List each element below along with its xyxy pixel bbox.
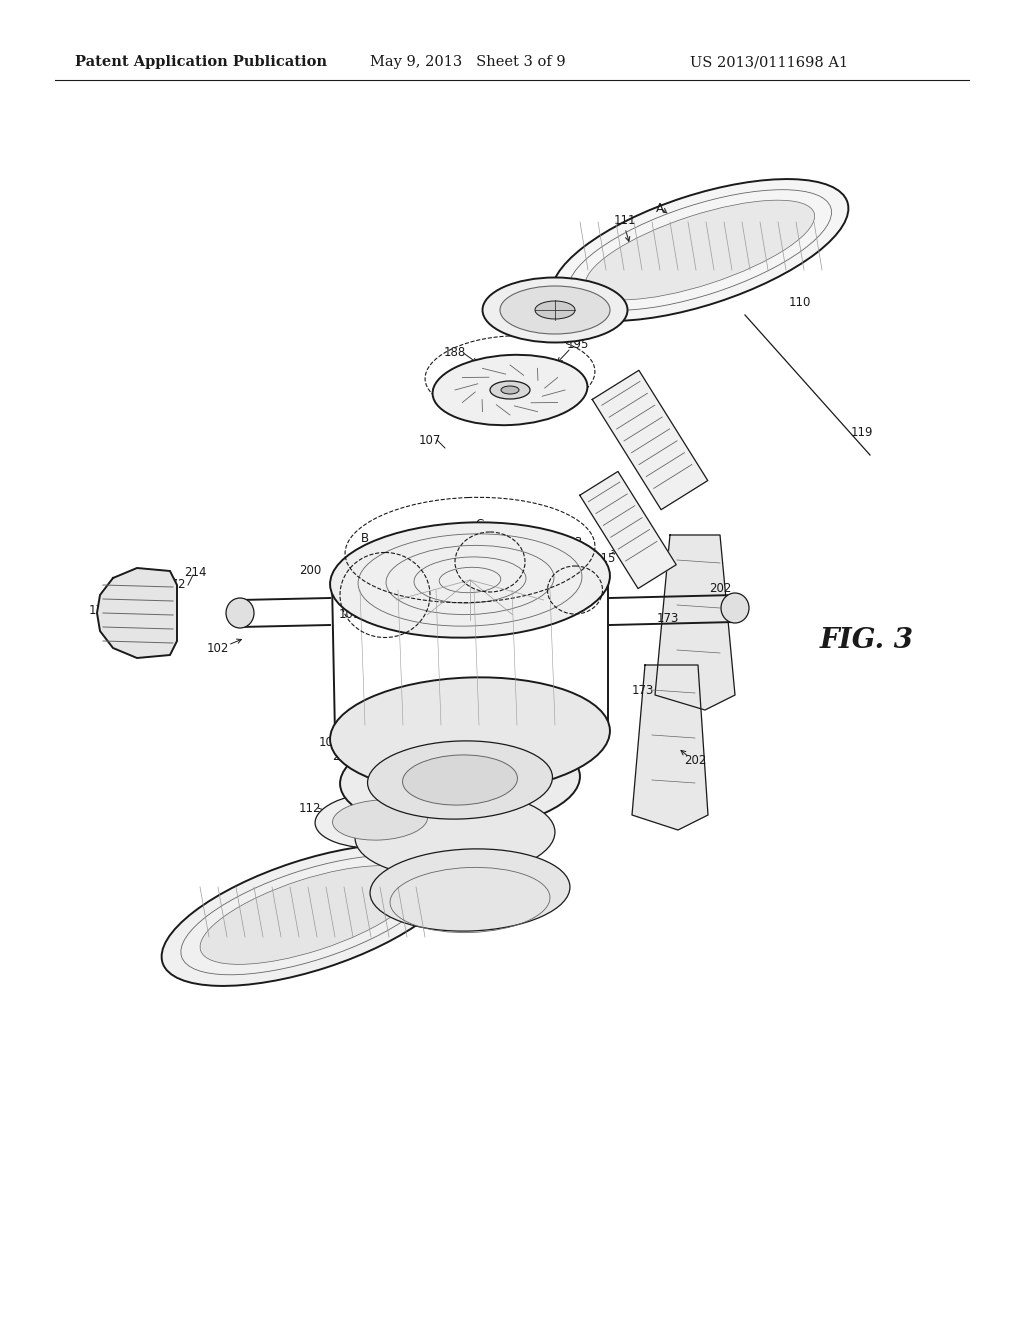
Ellipse shape [330, 677, 610, 793]
Text: 170: 170 [409, 553, 431, 566]
Ellipse shape [330, 523, 610, 638]
Ellipse shape [535, 301, 575, 319]
Text: 117: 117 [557, 541, 580, 554]
Text: 116: 116 [358, 813, 381, 826]
Text: 112: 112 [512, 289, 535, 302]
Ellipse shape [162, 843, 459, 986]
Text: 187: 187 [377, 539, 399, 552]
Text: US 2013/0111698 A1: US 2013/0111698 A1 [690, 55, 848, 69]
Text: 193: 193 [451, 558, 473, 572]
Ellipse shape [490, 381, 530, 399]
Text: 108: 108 [365, 552, 387, 565]
Text: 214: 214 [183, 565, 206, 578]
Ellipse shape [501, 385, 519, 393]
Text: 191: 191 [479, 549, 502, 562]
Ellipse shape [370, 849, 570, 931]
Text: 192: 192 [471, 862, 494, 874]
Text: 194: 194 [403, 805, 426, 818]
Text: 212: 212 [332, 751, 354, 763]
Text: May 9, 2013   Sheet 3 of 9: May 9, 2013 Sheet 3 of 9 [370, 55, 565, 69]
Text: 190: 190 [534, 552, 556, 565]
Text: 173: 173 [632, 684, 654, 697]
Ellipse shape [552, 180, 849, 321]
Text: 173: 173 [656, 611, 679, 624]
Text: 172: 172 [164, 578, 186, 591]
Text: 208: 208 [579, 583, 601, 597]
Text: 109: 109 [339, 609, 361, 622]
Text: 197: 197 [452, 379, 474, 392]
Ellipse shape [482, 277, 628, 342]
Text: 107: 107 [419, 433, 441, 446]
Text: 175: 175 [398, 793, 421, 807]
Text: C: C [476, 519, 484, 532]
Text: 115: 115 [594, 552, 616, 565]
Text: 198: 198 [422, 888, 444, 902]
Text: A: A [656, 202, 664, 214]
Text: 174: 174 [89, 603, 112, 616]
Text: 119: 119 [851, 425, 873, 438]
Text: 188: 188 [443, 346, 466, 359]
Ellipse shape [355, 792, 555, 878]
Text: 206: 206 [437, 871, 459, 884]
Text: FIG. 3: FIG. 3 [820, 627, 914, 653]
Ellipse shape [315, 792, 444, 849]
Ellipse shape [333, 800, 427, 840]
Ellipse shape [402, 755, 517, 805]
Text: 200: 200 [387, 565, 410, 578]
Polygon shape [632, 665, 708, 830]
Ellipse shape [721, 593, 749, 623]
Polygon shape [592, 371, 708, 510]
Text: 195: 195 [567, 338, 589, 351]
Text: 196: 196 [503, 838, 525, 851]
Text: 110: 110 [224, 928, 246, 941]
Ellipse shape [586, 201, 815, 300]
Text: 112: 112 [299, 801, 322, 814]
Ellipse shape [368, 741, 553, 820]
Text: D: D [594, 576, 602, 589]
Text: 124: 124 [412, 599, 434, 612]
Text: 199: 199 [486, 565, 509, 578]
Text: 103: 103 [561, 536, 583, 549]
Text: 211: 211 [459, 846, 481, 858]
Text: 188: 188 [613, 425, 635, 438]
Text: 113: 113 [372, 767, 394, 780]
Text: 210: 210 [424, 846, 446, 858]
Text: 114: 114 [749, 209, 771, 222]
Polygon shape [580, 471, 676, 589]
Text: 171: 171 [394, 583, 416, 597]
Text: 202: 202 [709, 582, 731, 594]
Polygon shape [97, 568, 177, 657]
Text: 102: 102 [207, 642, 229, 655]
Ellipse shape [226, 598, 254, 628]
Ellipse shape [200, 866, 420, 965]
Text: 108: 108 [318, 735, 341, 748]
Text: 202: 202 [684, 754, 707, 767]
Text: 200: 200 [299, 564, 322, 577]
Polygon shape [655, 535, 735, 710]
Text: Patent Application Publication: Patent Application Publication [75, 55, 327, 69]
Text: B: B [360, 532, 369, 544]
Ellipse shape [340, 730, 580, 830]
Text: 110: 110 [788, 296, 811, 309]
Ellipse shape [432, 355, 588, 425]
Text: 111: 111 [613, 214, 636, 227]
Ellipse shape [500, 286, 610, 334]
